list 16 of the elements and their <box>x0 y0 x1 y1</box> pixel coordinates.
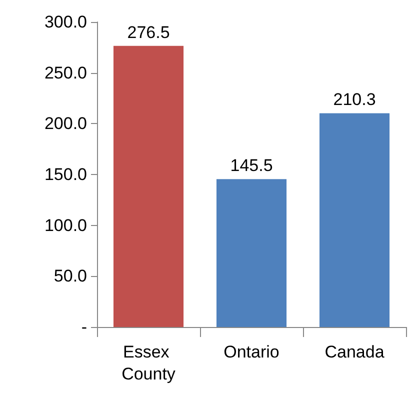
y-tick-label: - <box>81 318 87 336</box>
bar <box>113 46 184 327</box>
y-tick-label: 150.0 <box>44 165 87 184</box>
x-tick-label: Ontario <box>224 342 280 362</box>
bar <box>319 113 390 327</box>
y-tick-label: 300.0 <box>44 12 87 32</box>
y-tick-label: 250.0 <box>44 63 87 82</box>
data-label: 276.5 <box>127 22 170 42</box>
data-label: 145.5 <box>230 156 273 176</box>
data-label: 210.3 <box>333 90 376 110</box>
bar <box>216 179 287 327</box>
x-tick-label: Canada <box>324 342 385 362</box>
y-tick-label: 50.0 <box>54 266 87 286</box>
x-tick-label: Essex County <box>122 342 176 384</box>
y-tick-label: 200.0 <box>44 114 87 134</box>
y-tick-label: 100.0 <box>44 216 87 235</box>
